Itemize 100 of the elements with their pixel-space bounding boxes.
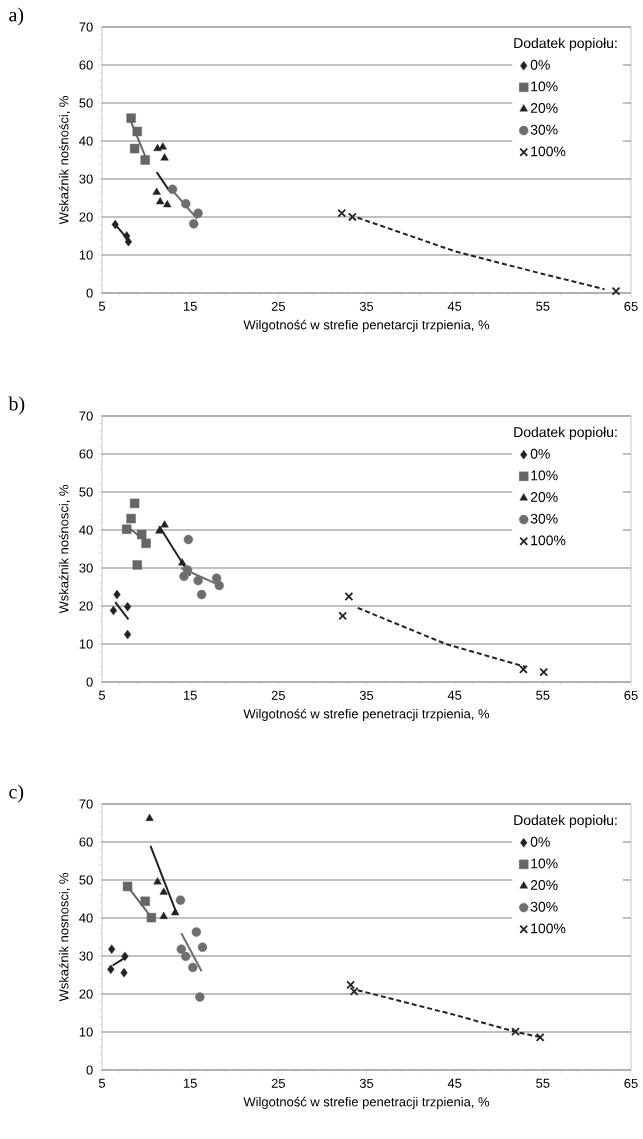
- point: [196, 589, 207, 600]
- legend-label: 10%: [531, 470, 558, 481]
- point: [183, 534, 194, 545]
- x-axis-title: Wilgotność w strefie penetracji trzpienia, %: [243, 1096, 490, 1109]
- y-axis-title: Wskaźnik nośnosci, %: [58, 485, 70, 614]
- point: [140, 896, 150, 906]
- point: [182, 565, 193, 575]
- legend-label: 20%: [530, 103, 558, 113]
- point: [163, 200, 172, 208]
- y-tick-label: 60: [79, 837, 93, 847]
- line-series: [356, 216, 606, 291]
- legend-title: Dodatek popiołu:: [514, 37, 617, 51]
- point: [611, 286, 621, 296]
- point: [176, 944, 187, 954]
- y-tick-label: 20: [79, 601, 93, 611]
- point: [132, 560, 142, 570]
- legend-label: 100%: [531, 923, 566, 934]
- point: [214, 580, 224, 591]
- point: [181, 951, 191, 962]
- point: [338, 611, 348, 621]
- x-tick-label: 25: [271, 690, 285, 700]
- point: [132, 126, 142, 137]
- y-tick-label: 30: [79, 563, 93, 573]
- legend-label: 30%: [530, 124, 558, 135]
- point: [121, 951, 129, 962]
- chart-title: b): [8, 396, 25, 415]
- point: [124, 237, 133, 247]
- point: [126, 513, 136, 524]
- y-tick-label: 0: [86, 677, 93, 687]
- y-tick-label: 50: [79, 875, 93, 885]
- x-tick-label: 45: [447, 1078, 462, 1088]
- y-tick-label: 50: [79, 98, 93, 108]
- y-tick-label: 60: [79, 60, 93, 70]
- point: [158, 142, 167, 150]
- x-tick-label: 65: [624, 690, 638, 700]
- point: [155, 526, 164, 534]
- x-tick-label: 25: [271, 1078, 285, 1088]
- point: [344, 592, 354, 601]
- point: [188, 962, 198, 973]
- point: [136, 529, 147, 540]
- point: [349, 986, 359, 996]
- y-tick-label: 40: [79, 136, 93, 146]
- y-tick-label: 50: [79, 487, 93, 497]
- point: [195, 992, 205, 1002]
- point: [160, 520, 169, 528]
- legend-label: 10%: [531, 81, 558, 92]
- point: [159, 911, 168, 919]
- point: [122, 524, 132, 534]
- x-tick-label: 5: [98, 1078, 106, 1088]
- x-tick-label: 45: [447, 301, 462, 311]
- x-tick-label: 55: [536, 1078, 550, 1088]
- point: [347, 212, 357, 222]
- y-tick-label: 20: [79, 989, 93, 999]
- y-axis-title: Wskaźnik nośności, %: [58, 96, 70, 225]
- y-tick-label: 0: [86, 1065, 93, 1075]
- x-tick-label: 35: [359, 690, 374, 700]
- x-tick-label: 15: [183, 1078, 197, 1088]
- point: [539, 667, 549, 677]
- legend-label: 100%: [531, 535, 566, 546]
- point: [167, 184, 178, 194]
- point: [152, 187, 161, 195]
- x-tick-label: 35: [359, 1078, 374, 1088]
- legend-title: Dodatek popiołu:: [514, 426, 617, 440]
- y-tick-label: 40: [79, 913, 93, 923]
- y-tick-label: 0: [86, 288, 93, 298]
- point: [159, 887, 168, 895]
- x-tick-label: 55: [536, 301, 550, 311]
- x-tick-label: 5: [98, 690, 106, 700]
- point: [141, 538, 151, 548]
- x-tick-label: 25: [271, 301, 285, 311]
- legend-label: 0%: [530, 836, 550, 847]
- y-tick-label: 40: [79, 525, 93, 535]
- point: [156, 197, 165, 205]
- point: [140, 155, 150, 165]
- point: [193, 575, 203, 586]
- point: [535, 1032, 545, 1042]
- legend-label: 0%: [530, 448, 550, 459]
- y-tick-label: 20: [79, 212, 93, 222]
- point: [171, 907, 180, 916]
- point: [197, 942, 208, 952]
- x-tick-label: 45: [447, 690, 462, 700]
- point: [129, 143, 140, 154]
- y-tick-label: 10: [79, 250, 93, 260]
- chart-title: c): [9, 784, 24, 803]
- legend-title: Dodatek popiołu:: [514, 814, 617, 828]
- legend-label: 30%: [530, 901, 558, 912]
- point: [146, 912, 157, 923]
- point: [191, 927, 202, 937]
- point: [120, 968, 128, 978]
- point: [178, 558, 187, 566]
- point: [189, 219, 199, 229]
- point: [145, 813, 154, 821]
- y-tick-label: 70: [79, 411, 93, 421]
- point: [160, 153, 169, 161]
- point: [124, 602, 132, 612]
- legend-label: 30%: [530, 513, 558, 524]
- y-tick-label: 70: [79, 799, 93, 809]
- point: [519, 665, 528, 674]
- y-tick-label: 60: [79, 449, 93, 459]
- point: [346, 980, 356, 990]
